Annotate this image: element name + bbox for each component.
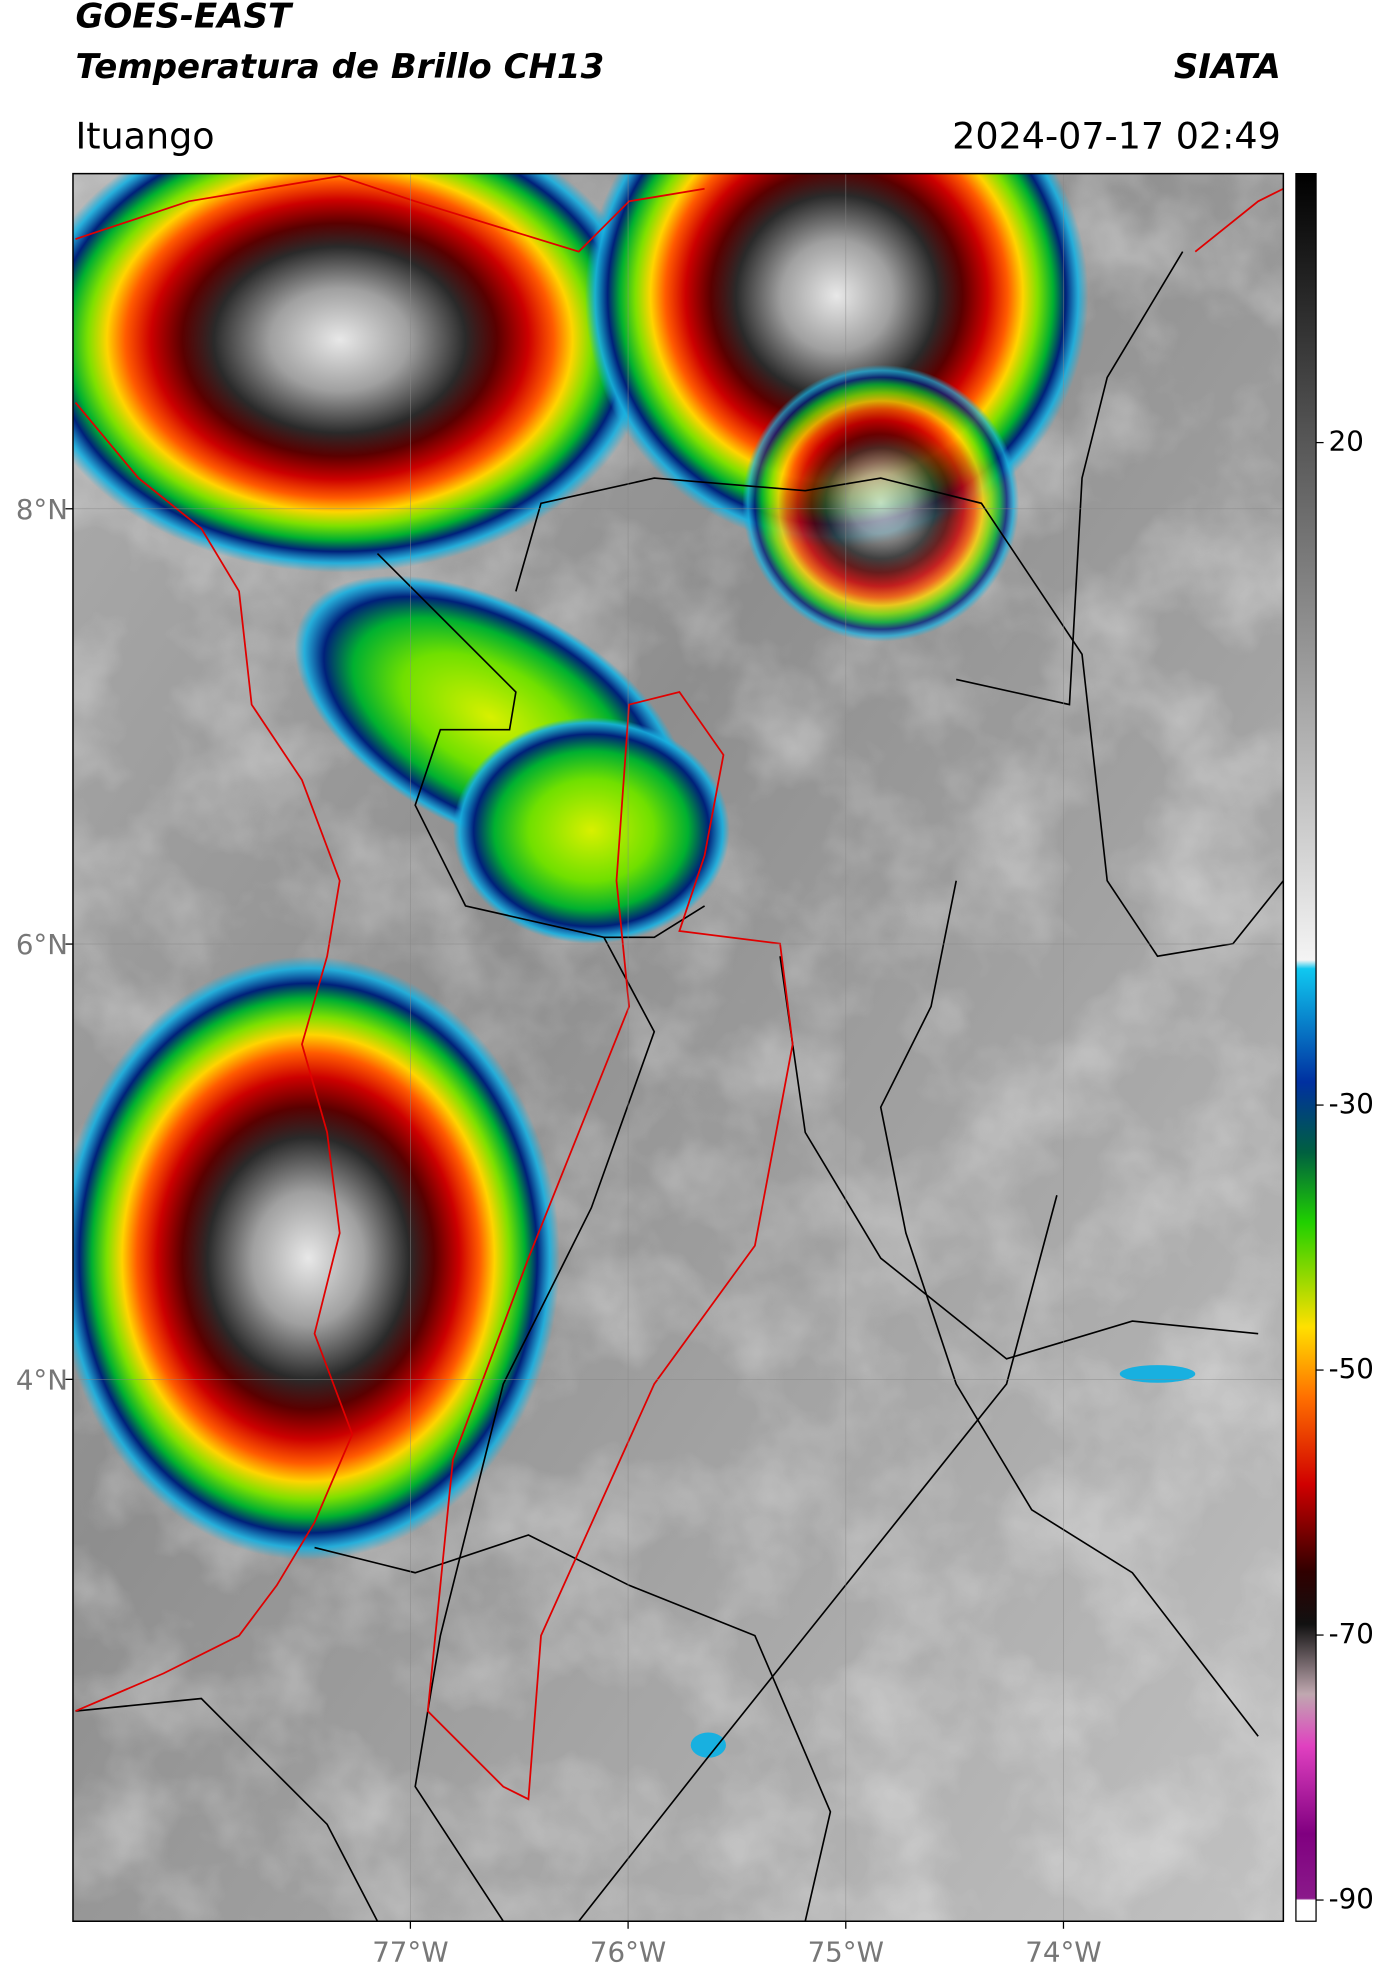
- colorbar-tick-label: -90: [1329, 1882, 1374, 1915]
- colorbar-tick-label: -70: [1329, 1617, 1374, 1650]
- title: GOES-EAST: [75, 0, 293, 37]
- grid: [72, 173, 1284, 1922]
- x-tick-label: 76°W: [590, 1935, 666, 1968]
- x-tick-label: 74°W: [1025, 1935, 1101, 1968]
- map-image: [72, 173, 1284, 1922]
- cloud-patch: [1119, 1365, 1196, 1383]
- y-tick-label: 4°N: [16, 1363, 68, 1396]
- source: SIATA: [1174, 47, 1281, 87]
- location: Ituango: [75, 114, 214, 157]
- map-frame: [72, 172, 1285, 1922]
- storm: [742, 364, 1020, 642]
- x-tick-label: 75°W: [808, 1935, 884, 1968]
- y-tick-label: 6°N: [16, 928, 68, 961]
- cloud-band: [452, 717, 730, 944]
- x-tick-label: 77°W: [372, 1935, 448, 1968]
- colorbar-tick-label: 20: [1329, 425, 1364, 458]
- colorbar-tick-label: -50: [1329, 1352, 1374, 1385]
- coastline: [74, 175, 1284, 1801]
- axes: 77°W 76°W 75°W 74°W 8°N 6°N 4°N 20 -30 -50 -70 -90: [16, 425, 1374, 1969]
- cloud-patch: [690, 1732, 726, 1758]
- colorbar: [1295, 172, 1317, 1922]
- y-tick-label: 8°N: [16, 493, 68, 526]
- datetime: 2024-07-17 02:49: [952, 114, 1281, 157]
- subtitle: Temperatura de Brillo CH13: [75, 47, 604, 87]
- storm: [72, 956, 560, 1561]
- colorbar-tick-label: -30: [1329, 1087, 1374, 1120]
- storm: [72, 173, 655, 573]
- borders: [75, 251, 1284, 1922]
